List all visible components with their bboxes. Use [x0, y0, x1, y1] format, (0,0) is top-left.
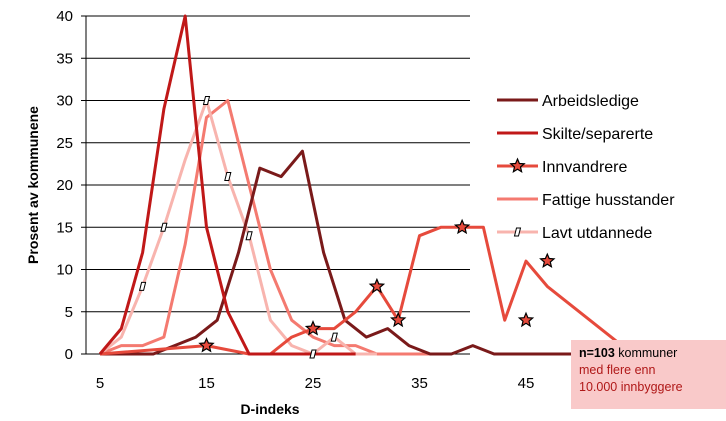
innvandrere-marker — [453, 218, 471, 235]
y-tick-label: 25 — [56, 135, 73, 152]
y-tick-label: 35 — [56, 50, 73, 67]
note-line2: med flere enn — [579, 363, 656, 377]
lavt-utdannede-marker — [330, 332, 338, 342]
y-tick-label: 15 — [56, 219, 73, 236]
legend-label: Innvandrere — [542, 159, 627, 176]
sample-note-box: n=103 kommuner med flere enn 10.000 innb… — [571, 340, 726, 409]
x-tick-label: 25 — [305, 375, 322, 392]
y-axis-title: Prosent av kommunene — [25, 106, 41, 264]
y-tick-label: 10 — [56, 262, 73, 279]
series-line-fattige-husstander — [99, 99, 441, 356]
innvandrere-marker — [389, 311, 407, 328]
series-line-lavt-utdannede — [99, 99, 377, 356]
lavt-utdannede-marker — [138, 281, 147, 291]
y-tick-labels: 0 5 10 15 20 25 30 35 40 — [56, 8, 73, 363]
y-tick-label: 0 — [65, 346, 73, 363]
legend-label: Arbeidsledige — [542, 93, 639, 110]
y-tick-label: 30 — [56, 93, 73, 110]
legend-label: Fattige husstander — [542, 192, 675, 209]
lavt-utdannede-marker — [309, 349, 317, 359]
innvandrere-marker — [304, 320, 322, 336]
innvandrere-marker — [539, 252, 556, 268]
lavt-utdannede-marker — [202, 96, 211, 105]
x-tick-label: 5 — [96, 375, 104, 392]
x-axis-title: D-indeks — [240, 401, 299, 417]
legend-star-marker — [509, 157, 526, 173]
lavt-utdannede-marker — [160, 222, 168, 232]
innvandrere-marker — [368, 277, 386, 294]
series-line-arbeidsledige — [100, 149, 708, 356]
y-tick-label: 40 — [56, 8, 73, 25]
lavt-utdannede-marker — [224, 172, 232, 182]
x-tick-label: 45 — [518, 375, 535, 392]
innvandrere-marker — [517, 311, 535, 328]
x-tick-label: 35 — [411, 375, 428, 392]
innvandrere-marker — [198, 337, 215, 353]
lavt-utdannede-marker — [245, 231, 253, 241]
note-line3: 10.000 innbyggere — [579, 380, 683, 394]
note-sample-size: n=103 — [579, 346, 615, 360]
legend-diamond-marker — [513, 227, 522, 237]
series-line-innvandrere — [99, 225, 708, 356]
y-tick-label: 20 — [56, 177, 73, 194]
x-tick-label: 15 — [198, 375, 215, 392]
y-tick-label: 5 — [65, 304, 73, 321]
legend-label: Lavt utdannede — [542, 225, 652, 242]
legend-label: Skilte/separerte — [542, 126, 653, 143]
legend: Arbeidsledige Skilte/separerte Innvandrere… — [497, 93, 675, 242]
note-line1: kommuner — [614, 346, 678, 360]
